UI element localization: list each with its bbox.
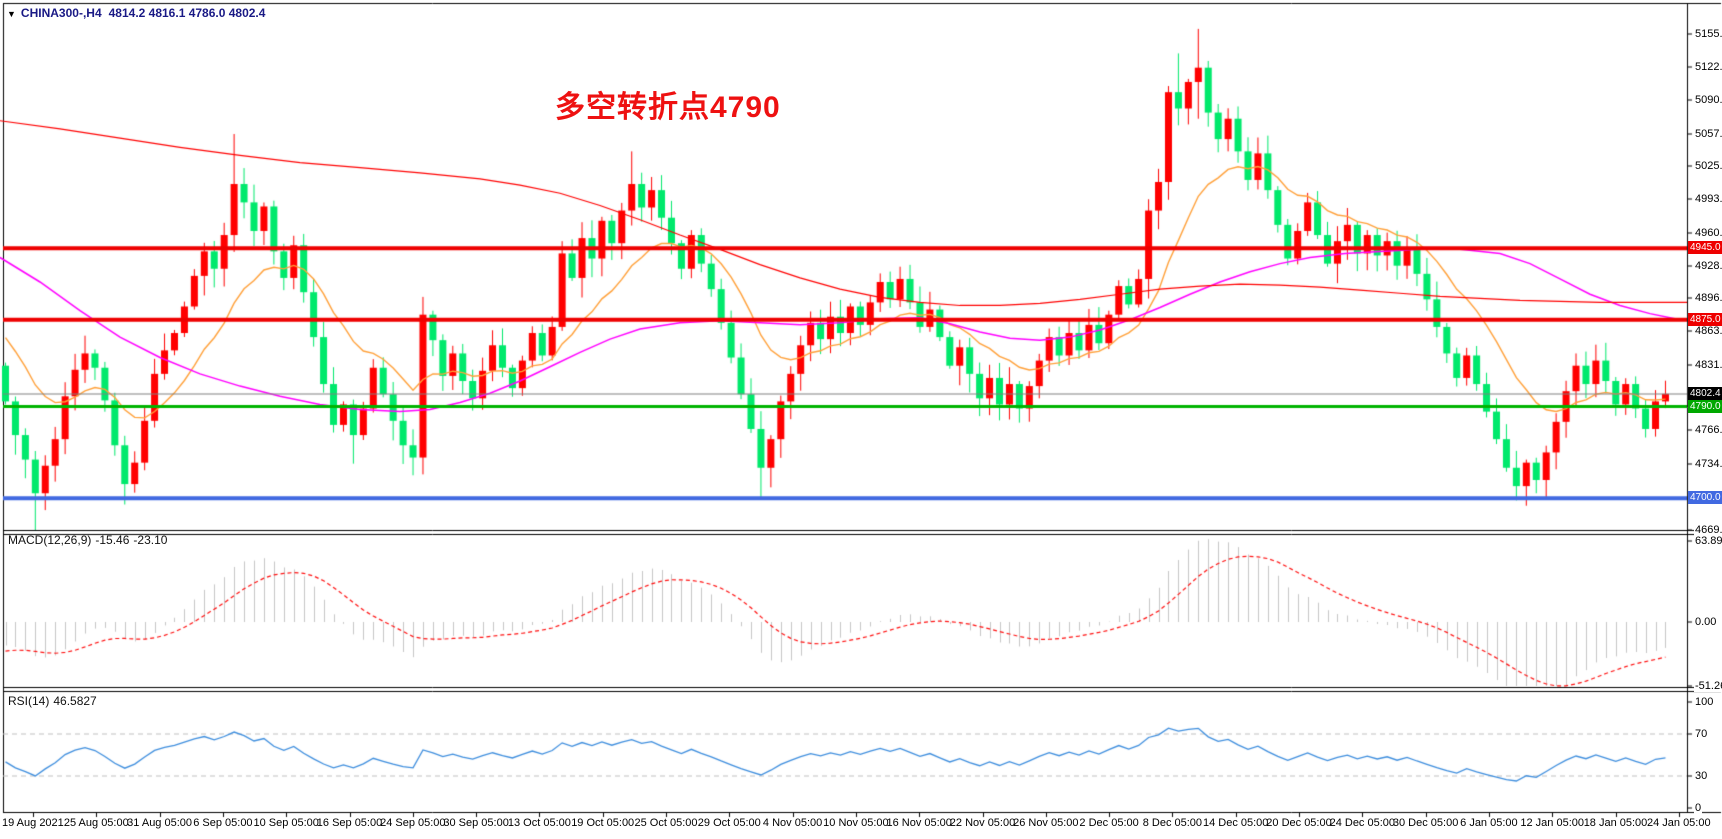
price-axis-label: 4928.0: [1694, 259, 1722, 272]
price-axis-label: 4993.0: [1694, 193, 1722, 206]
chart-symbol-timeframe: CHINA300-,H4: [20, 6, 102, 20]
price-level-tag-4700.0: 4700.0: [1688, 491, 1722, 505]
date-axis-label: 6 Jan 05:00: [1460, 817, 1518, 829]
current-price-tag: 4802.4: [1688, 386, 1722, 400]
macd-indicator-label: MACD(12,26,9) -15.46 -23.10: [8, 533, 171, 547]
rsi-axis-label: 100: [1694, 696, 1715, 708]
macd-main-value: -15.46: [95, 533, 130, 547]
date-axis-label: 16 Nov 05:00: [886, 817, 952, 829]
price-level-tag-4945.0: 4945.0: [1688, 241, 1722, 255]
chart-dropdown-icon[interactable]: ▼: [7, 9, 16, 19]
date-axis-label: 22 Nov 05:00: [949, 817, 1016, 829]
date-axis-label: 19 Oct 05:00: [571, 817, 635, 829]
rsi-value: 46.5827: [53, 694, 97, 708]
date-axis-label: 16 Sep 05:00: [316, 817, 383, 829]
date-axis-label: 14 Dec 05:00: [1202, 817, 1269, 829]
price-axis-label: 5122.5: [1694, 61, 1722, 74]
date-axis-label: 25 Oct 05:00: [634, 817, 698, 829]
date-axis-label: 10 Nov 05:00: [823, 817, 889, 829]
date-axis-label: 29 Oct 05:00: [697, 817, 761, 829]
rsi-name: RSI(14): [8, 694, 50, 708]
price-axis-label: 4734.0: [1694, 457, 1722, 470]
price-level-tag-4790.0: 4790.0: [1688, 399, 1722, 413]
date-axis-label: 10 Sep 05:00: [253, 817, 319, 829]
date-axis-label: 12 Jan 05:00: [1520, 817, 1584, 829]
price-axis-label: 5155.0: [1694, 28, 1722, 40]
date-axis-label: 2 Dec 05:00: [1079, 817, 1139, 829]
macd-axis-label: 0.00: [1694, 616, 1718, 628]
date-axis-label: 6 Sep 05:00: [193, 817, 253, 829]
price-axis-label: 5090.0: [1694, 94, 1722, 107]
date-axis-label: 26 Nov 05:00: [1013, 817, 1079, 829]
date-axis-label: 4 Nov 05:00: [762, 817, 823, 829]
date-axis-label: 30 Sep 05:00: [443, 817, 509, 829]
date-axis-label: 25 Aug 05:00: [63, 817, 129, 829]
macd-axis-label: 63.89: [1694, 535, 1722, 547]
date-axis-label: 8 Dec 05:00: [1142, 817, 1203, 829]
date-axis-label: 13 Oct 05:00: [507, 817, 571, 829]
date-axis-label: 18 Jan 05:00: [1583, 817, 1648, 829]
price-axis-label: 5057.5: [1694, 127, 1722, 140]
price-axis-label: 5025.5: [1694, 160, 1722, 173]
macd-name: MACD(12,26,9): [8, 533, 92, 547]
date-axis-label: 24 Sep 05:00: [380, 817, 446, 829]
price-level-tag-4875.0: 4875.0: [1688, 312, 1722, 326]
date-axis-label: 19 Aug 2021: [2, 817, 64, 829]
rsi-axis-label: 70: [1694, 727, 1709, 740]
price-axis-label: 4669.0: [1694, 524, 1722, 536]
price-axis-label: 4896.0: [1694, 292, 1722, 305]
price-axis-label: 4831.0: [1694, 358, 1722, 371]
price-axis-label: 4766.5: [1694, 424, 1722, 437]
macd-signal-value: -23.10: [133, 533, 168, 547]
date-axis-label: 24 Jan 05:00: [1646, 817, 1711, 829]
date-axis-label: 31 Aug 05:00: [127, 817, 193, 829]
chart-ohlc-quote: 4814.2 4816.1 4786.0 4802.4: [108, 6, 266, 20]
price-axis-label: 4960.5: [1694, 226, 1722, 239]
annotation-text[interactable]: 多空转折点4790: [555, 91, 781, 124]
rsi-indicator-label: RSI(14) 46.5827: [8, 694, 101, 708]
rsi-axis-label: 0: [1694, 802, 1703, 814]
date-axis-label: 24 Dec 05:00: [1329, 817, 1396, 829]
rsi-axis-label: 30: [1694, 770, 1709, 783]
date-axis-label: 30 Dec 05:00: [1392, 817, 1459, 829]
date-axis-label: 20 Dec 05:00: [1266, 817, 1332, 829]
chart-title-bar: ▼ CHINA300-,H4 4814.2 4816.1 4786.0 4802.4: [7, 6, 265, 20]
price-axis-label: 4863.5: [1694, 325, 1722, 338]
macd-axis-label: -51.26: [1694, 680, 1722, 692]
